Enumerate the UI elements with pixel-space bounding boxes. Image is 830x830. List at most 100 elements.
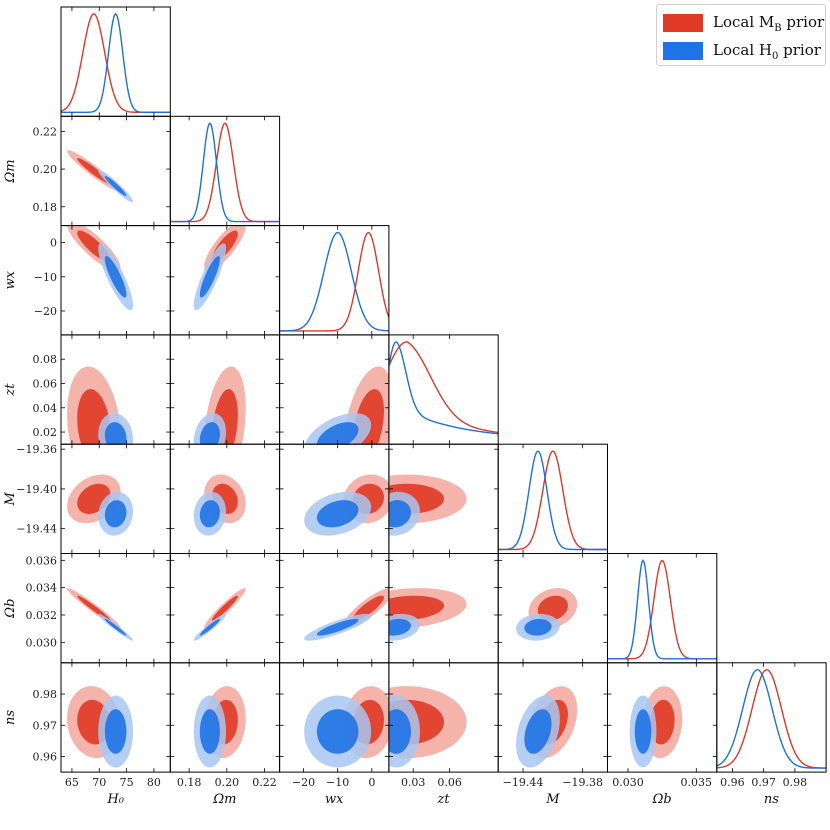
y-tick-label-wx: 0 xyxy=(50,237,57,250)
panel-wx-Ob xyxy=(279,553,390,664)
y-tick-label-wx: −20 xyxy=(34,305,57,318)
y-tick-label-Om: 0.22 xyxy=(33,125,58,138)
panel-Ob-Ob xyxy=(607,553,718,664)
y-tick-label-M: −19.36 xyxy=(16,443,57,456)
x-axis-title-zt: zt xyxy=(437,792,451,807)
y-axis-title-Ob: Ωb xyxy=(3,599,18,619)
y-tick-label-M: −19.40 xyxy=(16,483,57,496)
legend: Local MB prior Local H0 prior xyxy=(656,4,826,66)
x-tick-label-wx: −20 xyxy=(292,776,315,789)
panel-H0-ns xyxy=(60,662,171,773)
legend-swatch-mb xyxy=(663,14,703,32)
y-tick-label-ns: 0.96 xyxy=(33,750,58,763)
marginal-M-series-0 xyxy=(498,450,608,551)
panel-wx-wx xyxy=(279,225,390,336)
panel-wx-zt xyxy=(279,334,390,445)
y-axis-title-M: M xyxy=(3,492,18,507)
x-tick-label-zt: 0.06 xyxy=(437,776,462,789)
y-tick-label-wx: −10 xyxy=(34,271,57,284)
legend-item-mb: Local MB prior xyxy=(663,13,824,34)
marginal-wx-series-0 xyxy=(279,231,389,332)
panel-H0-Om xyxy=(60,115,171,227)
panel-M-ns xyxy=(497,662,609,773)
marginal-wx-series-1 xyxy=(279,231,389,332)
marginal-H0-series-1 xyxy=(61,12,171,113)
y-tick-label-Om: 0.18 xyxy=(33,201,58,214)
panel-Om-wx xyxy=(169,225,281,336)
marginal-H0-series-0 xyxy=(61,13,171,113)
y-tick-label-ns: 0.97 xyxy=(33,719,58,732)
y-tick-label-zt: 0.08 xyxy=(33,353,58,366)
panel-Om-Ob xyxy=(169,553,281,664)
contour-H0-ns-series-1-level-1 xyxy=(104,709,127,754)
y-axis-title-zt: zt xyxy=(3,383,18,397)
panel-frame xyxy=(497,443,609,555)
contour-H0-Om-series-1-level-1 xyxy=(104,176,127,197)
contour-zt-M-series-1-level-1 xyxy=(388,500,411,528)
y-tick-label-zt: 0.02 xyxy=(33,426,58,439)
panel-Om-M xyxy=(169,443,281,555)
panel-frame xyxy=(169,115,281,227)
y-axis-title-wx: wx xyxy=(3,270,18,289)
x-axis-title-M: M xyxy=(545,792,560,807)
x-tick-label-ns: 0.96 xyxy=(720,776,745,789)
x-axis-title-H0: H₀ xyxy=(106,792,124,807)
panel-wx-M xyxy=(279,443,390,555)
contour-zt-ns-series-1-level-1 xyxy=(388,709,411,754)
x-tick-label-Ob: 0.035 xyxy=(681,776,713,789)
marginal-ns-series-0 xyxy=(716,669,827,769)
panel-zt-zt xyxy=(388,334,499,445)
x-tick-label-H0: 75 xyxy=(120,776,134,789)
x-tick-label-wx: −10 xyxy=(326,776,349,789)
y-tick-label-Ob: 0.032 xyxy=(26,609,58,622)
contour-wx-Ob-series-1-level-1 xyxy=(316,618,359,636)
contour-Om-Ob-series-1-level-1 xyxy=(199,618,220,636)
panel-M-M xyxy=(497,443,609,555)
contour-Om-ns-series-1-level-1 xyxy=(199,709,220,754)
y-axis-title-ns: ns xyxy=(3,710,18,725)
contour-M-Ob-series-1-level-1 xyxy=(524,618,552,636)
contour-wx-zt-series-1-level-1 xyxy=(316,422,359,445)
x-tick-label-ns: 0.97 xyxy=(751,776,776,789)
marginal-Om-series-0 xyxy=(170,122,280,223)
panel-wx-ns xyxy=(279,662,390,773)
panel-M-Ob xyxy=(497,553,609,664)
contour-wx-ns-series-1-level-1 xyxy=(316,709,359,754)
x-tick-label-M: −19.38 xyxy=(562,776,603,789)
panel-frame xyxy=(60,553,171,664)
marginal-M-series-1 xyxy=(498,450,608,551)
panel-zt-Ob xyxy=(388,553,499,664)
contour-H0-Om-series-0-level-1 xyxy=(77,158,111,184)
contour-H0-Ob-series-1-level-1 xyxy=(104,618,127,636)
contour-Om-Ob-series-0-level-1 xyxy=(212,595,238,621)
y-tick-label-zt: 0.04 xyxy=(33,402,58,415)
legend-swatch-h0 xyxy=(663,42,703,60)
contour-Ob-ns-series-1-level-1 xyxy=(634,709,652,754)
x-tick-label-Om: 0.22 xyxy=(252,776,277,789)
x-axis-title-ns: ns xyxy=(764,792,779,807)
y-tick-label-ns: 0.98 xyxy=(33,688,58,701)
contour-Om-M-series-1-level-1 xyxy=(199,500,220,528)
marginal-ns-series-1 xyxy=(716,669,827,769)
y-axis-title-Om: Ωm xyxy=(3,159,18,183)
x-tick-label-H0: 65 xyxy=(65,776,79,789)
y-tick-label-Ob: 0.036 xyxy=(26,554,58,567)
panel-frame xyxy=(716,662,827,773)
contour-H0-wx-series-1-level-1 xyxy=(104,256,127,298)
panel-frame xyxy=(607,553,718,664)
legend-item-h0: Local H0 prior xyxy=(663,41,821,62)
x-tick-label-ns: 0.98 xyxy=(783,776,808,789)
x-axis-title-wx: wx xyxy=(325,792,344,807)
x-tick-label-Om: 0.20 xyxy=(215,776,240,789)
y-tick-label-Om: 0.20 xyxy=(33,163,58,176)
marginal-zt-series-0 xyxy=(388,341,499,434)
x-tick-label-M: −19.44 xyxy=(503,776,544,789)
contour-zt-Ob-series-1-level-1 xyxy=(388,618,411,636)
panel-frame xyxy=(388,334,499,445)
y-tick-label-Ob: 0.030 xyxy=(26,636,58,649)
y-tick-label-M: −19.44 xyxy=(16,523,57,536)
panel-H0-Ob xyxy=(60,553,171,664)
contour-Om-wx-series-1-level-1 xyxy=(199,256,220,298)
y-tick-label-Ob: 0.034 xyxy=(26,582,58,595)
